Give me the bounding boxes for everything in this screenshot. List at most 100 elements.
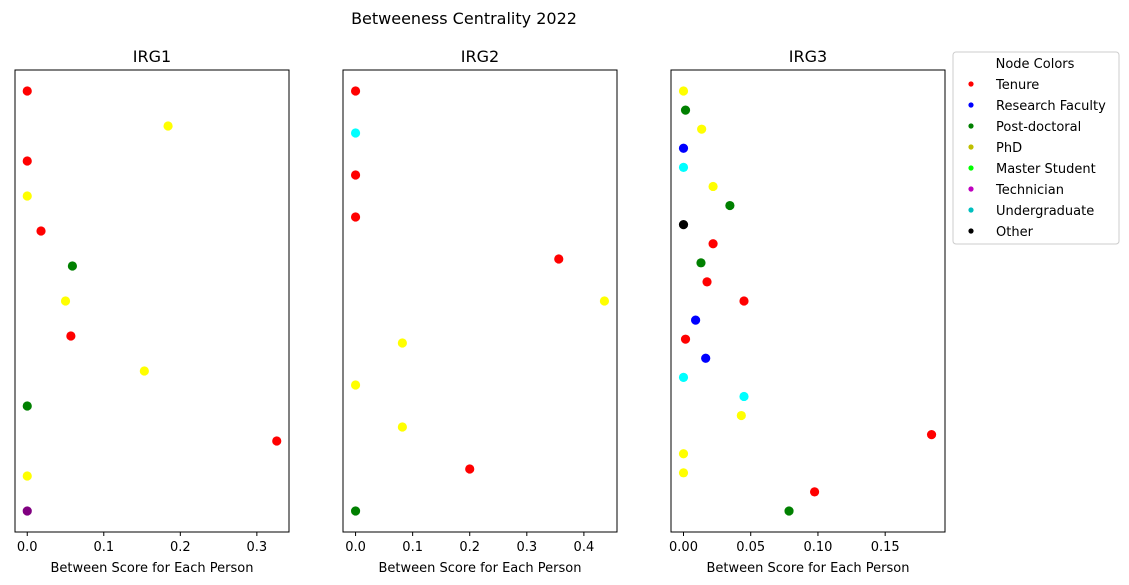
data-point — [397, 338, 407, 348]
data-point — [691, 315, 701, 325]
data-point — [736, 410, 746, 421]
legend-marker — [968, 228, 974, 234]
x-tick-label: 0.3 — [247, 540, 268, 555]
data-point — [350, 86, 361, 96]
data-point — [22, 156, 32, 166]
legend-title: Node Colors — [996, 57, 1075, 72]
data-point — [67, 261, 77, 271]
legend-frame — [952, 51, 1120, 245]
legend-marker — [968, 165, 974, 171]
legend-marker — [968, 102, 974, 108]
data-point — [725, 200, 735, 211]
legend-item: Master Student — [968, 162, 1096, 177]
legend-marker — [968, 186, 974, 192]
x-tick-label: 0.00 — [669, 540, 698, 555]
data-point — [926, 430, 937, 440]
data-point — [708, 181, 718, 192]
data-point — [60, 296, 71, 306]
data-point — [678, 468, 689, 478]
data-point — [350, 506, 361, 516]
legend-marker — [968, 144, 974, 150]
chart-panels: IRG1 0.0 0.1 0.2 0.3 Between Score for Each P… — [14, 47, 946, 576]
legend-label: Undergraduate — [996, 204, 1094, 219]
legend-marker — [968, 123, 974, 129]
data-point — [678, 449, 689, 459]
data-point — [599, 296, 610, 306]
x-tick-label: 0.05 — [736, 540, 765, 555]
data-point — [696, 258, 706, 268]
x-tick-label: 0.0 — [345, 540, 366, 555]
data-point — [678, 86, 689, 96]
x-tick-label: 0.10 — [803, 540, 832, 555]
legend-label: Master Student — [996, 162, 1096, 177]
panel-irg3: IRG3 0.00 0.05 0.10 0.15 Between Score for Ea… — [669, 47, 946, 576]
axes-frame — [670, 69, 946, 533]
data-point — [697, 124, 707, 134]
legend-item: Other — [968, 225, 1034, 240]
legend-item: Technician — [968, 183, 1064, 198]
chart-title: Betweeness Centrality 2022 — [351, 9, 577, 28]
x-tick-label: 0.2 — [170, 540, 191, 555]
legend-marker — [968, 81, 974, 87]
data-point — [36, 226, 46, 236]
data-point — [272, 436, 282, 446]
panel-title: IRG3 — [789, 47, 827, 66]
x-tick-label: 0.4 — [574, 540, 595, 555]
data-point — [680, 334, 691, 344]
legend-item: Tenure — [968, 78, 1039, 93]
x-tick-label: 0.3 — [516, 540, 537, 555]
legend-label: Tenure — [995, 78, 1039, 93]
data-point — [66, 331, 76, 341]
legend-item: PhD — [968, 141, 1022, 156]
data-point — [22, 86, 32, 96]
legend-items: Tenure Research Faculty Post-doctoral PhD Ma… — [968, 78, 1106, 240]
data-point — [678, 220, 689, 230]
data-point — [397, 422, 407, 432]
data-point — [680, 105, 691, 115]
data-point — [678, 143, 689, 153]
chart-legend: Node Colors Tenure Research Faculty Post-d… — [952, 51, 1120, 245]
data-point — [350, 380, 361, 390]
data-point — [465, 464, 475, 474]
legend-item: Undergraduate — [968, 204, 1094, 219]
data-point — [139, 366, 149, 376]
x-tick-label: 0.1 — [402, 540, 423, 555]
x-tick-label: 0.0 — [17, 540, 38, 555]
data-point — [22, 471, 32, 481]
legend-label: Post-doctoral — [996, 120, 1081, 135]
x-tick-label: 0.2 — [459, 540, 480, 555]
data-point — [22, 506, 32, 516]
data-point — [22, 401, 32, 411]
data-point — [163, 121, 173, 131]
data-point — [678, 162, 689, 172]
axes-frame — [342, 69, 618, 533]
legend-item: Post-doctoral — [968, 120, 1081, 135]
x-axis-label: Between Score for Each Person — [379, 561, 582, 576]
data-point — [350, 170, 361, 180]
panel-title: IRG1 — [133, 47, 171, 66]
legend-marker — [968, 207, 974, 213]
panel-irg1: IRG1 0.0 0.1 0.2 0.3 Between Score for Each P… — [14, 47, 290, 576]
data-point — [809, 487, 820, 497]
data-point — [784, 506, 794, 516]
x-axis-label: Between Score for Each Person — [707, 561, 910, 576]
legend-label: PhD — [996, 141, 1022, 156]
data-point — [708, 239, 718, 249]
data-point — [701, 353, 711, 363]
data-point — [350, 212, 361, 222]
data-point — [350, 128, 361, 138]
legend-label: Research Faculty — [996, 99, 1106, 114]
axes-frame — [14, 69, 290, 533]
legend-label: Technician — [995, 183, 1064, 198]
legend-item: Research Faculty — [968, 99, 1106, 114]
x-axis-label: Between Score for Each Person — [51, 561, 254, 576]
data-point — [554, 254, 564, 264]
data-point — [702, 277, 712, 287]
data-point — [678, 372, 689, 382]
panel-irg2: IRG2 0.0 0.1 0.2 0.3 0.4 Between Score for Eac… — [342, 47, 618, 576]
panel-title: IRG2 — [461, 47, 499, 66]
x-tick-label: 0.1 — [93, 540, 114, 555]
legend-label: Other — [996, 225, 1034, 240]
data-point — [739, 391, 749, 402]
